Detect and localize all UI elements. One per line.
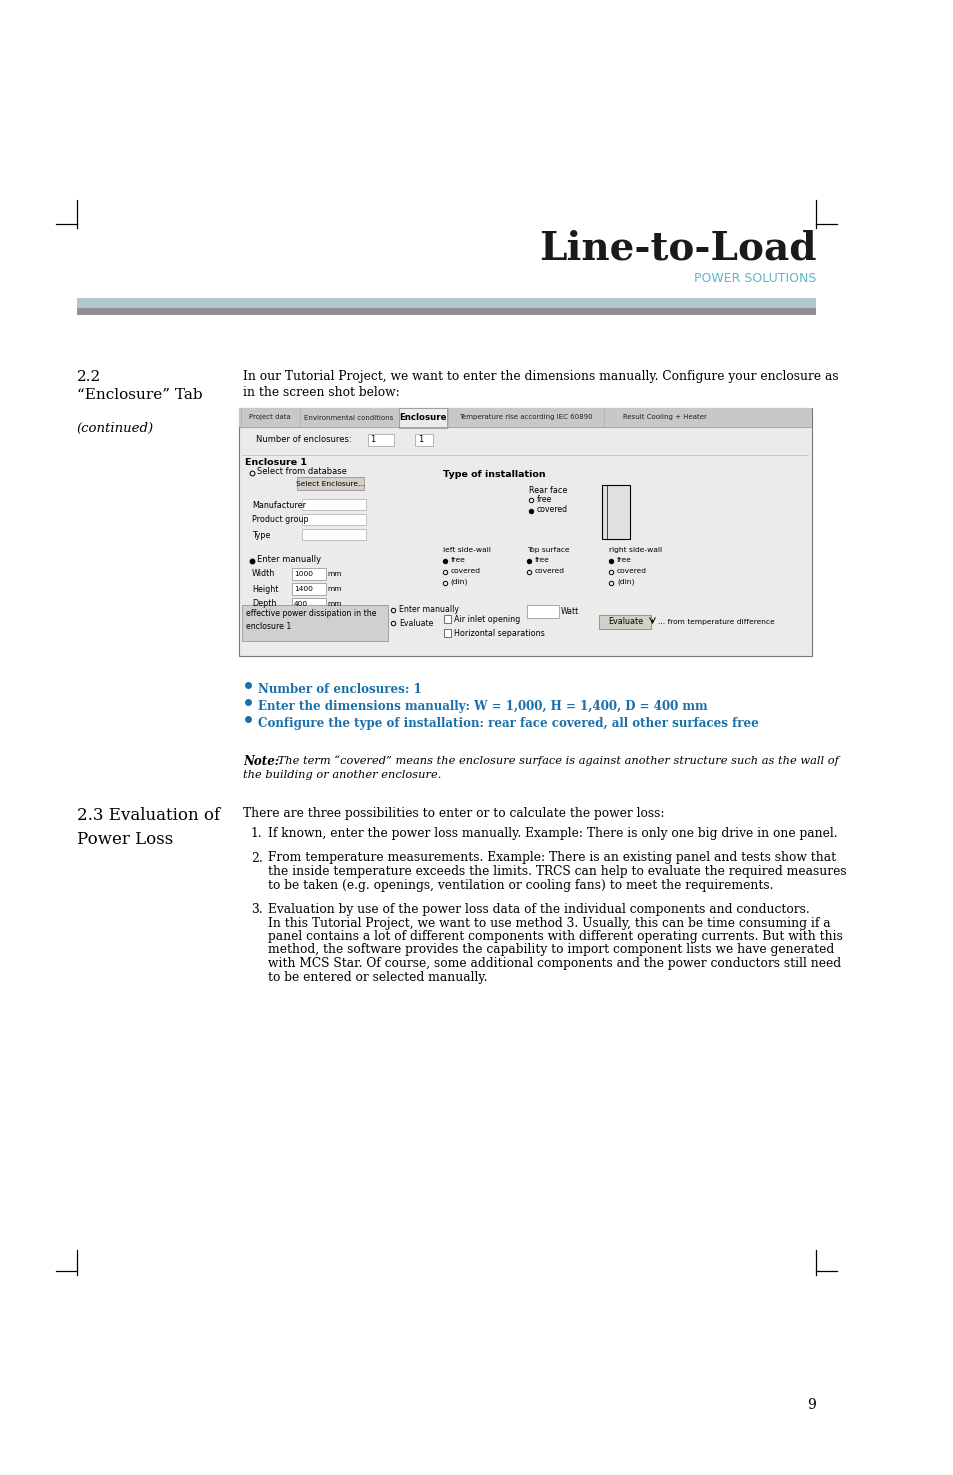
Text: left side-wall: left side-wall (442, 547, 490, 553)
Text: free: free (534, 558, 549, 563)
Text: Number of enclosures: 1: Number of enclosures: 1 (258, 683, 421, 696)
Text: Depth: Depth (252, 599, 276, 609)
Text: the building or another enclosure.: the building or another enclosure. (243, 770, 441, 780)
Text: Line-to-Load: Line-to-Load (538, 230, 816, 268)
Text: Note:: Note: (243, 755, 279, 768)
Text: Enter manually: Enter manually (257, 556, 321, 565)
Text: In this Tutorial Project, we want to use method 3. Usually, this can be time con: In this Tutorial Project, we want to use… (268, 916, 829, 929)
Text: 2.2: 2.2 (76, 370, 101, 384)
Text: in the screen shot below:: in the screen shot below: (243, 386, 399, 400)
Bar (443, 628, 451, 637)
Text: Project data: Project data (249, 414, 290, 420)
Text: 3.: 3. (251, 903, 262, 916)
Text: Evaluate: Evaluate (398, 618, 433, 627)
Text: Enter manually: Enter manually (398, 606, 458, 615)
Text: “Enclosure” Tab: “Enclosure” Tab (76, 388, 202, 403)
Text: right side-wall: right side-wall (609, 547, 661, 553)
Bar (415, 434, 433, 445)
Text: method, the software provides the capability to import component lists we have g: method, the software provides the capabi… (268, 944, 833, 956)
Text: Configure the type of installation: rear face covered, all other surfaces free: Configure the type of installation: rear… (258, 717, 759, 730)
Bar (368, 434, 394, 445)
Text: (continued): (continued) (76, 422, 153, 435)
Text: Enclosure: Enclosure (399, 413, 446, 422)
Text: Evaluate: Evaluate (607, 618, 642, 627)
Text: with MCS Star. Of course, some additional components and the power conductors st: with MCS Star. Of course, some additiona… (268, 957, 840, 971)
Bar (601, 485, 629, 538)
Text: The term “covered” means the enclosure surface is against another structure such: The term “covered” means the enclosure s… (274, 755, 839, 766)
Text: Enclosure 1: Enclosure 1 (245, 459, 307, 468)
Text: 1.: 1. (251, 827, 262, 839)
Text: In our Tutorial Project, we want to enter the dimensions manually. Configure you: In our Tutorial Project, we want to ente… (243, 370, 838, 384)
Text: covered: covered (534, 568, 564, 574)
Bar (598, 615, 650, 628)
Text: Air inlet opening: Air inlet opening (454, 615, 519, 624)
Text: Rear face: Rear face (528, 485, 567, 496)
Bar (76, 308, 816, 316)
Bar (242, 605, 387, 642)
Bar (302, 530, 366, 540)
Text: free: free (536, 494, 551, 503)
Bar (398, 409, 447, 428)
Text: ... from temperature difference: ... from temperature difference (658, 620, 774, 625)
Text: free: free (450, 558, 465, 563)
Text: to be taken (e.g. openings, ventilation or cooling fans) to meet the requirement: to be taken (e.g. openings, ventilation … (268, 879, 773, 891)
Text: effective power dissipation in the: effective power dissipation in the (246, 609, 376, 618)
Text: Select Enclosure...: Select Enclosure... (295, 481, 365, 487)
Bar (238, 409, 811, 656)
Text: Evaluation by use of the power loss data of the individual components and conduc: Evaluation by use of the power loss data… (268, 903, 809, 916)
Text: 1400: 1400 (294, 586, 313, 591)
Text: to be entered or selected manually.: to be entered or selected manually. (268, 971, 487, 984)
Text: Product group: Product group (252, 515, 308, 525)
Bar (443, 615, 451, 622)
Bar (292, 597, 325, 611)
Text: 9: 9 (807, 1398, 816, 1412)
Text: Width: Width (252, 569, 274, 578)
Text: panel contains a lot of different components with different operating currents. : panel contains a lot of different compon… (268, 931, 841, 943)
Text: enclosure 1: enclosure 1 (246, 622, 292, 631)
Text: If known, enter the power loss manually. Example: There is only one big drive in: If known, enter the power loss manually.… (268, 827, 837, 839)
Bar (302, 513, 366, 525)
Text: mm: mm (327, 586, 342, 591)
Text: the inside temperature exceeds the limits. TRCS can help to evaluate the require: the inside temperature exceeds the limit… (268, 864, 845, 878)
Text: (din): (din) (450, 578, 467, 586)
Text: 2.: 2. (251, 851, 262, 864)
Text: free: free (617, 558, 631, 563)
Text: Type: Type (252, 531, 270, 540)
Text: Result Cooling + Heater: Result Cooling + Heater (622, 414, 706, 420)
Text: covered: covered (450, 568, 479, 574)
Bar (296, 476, 364, 490)
Bar (526, 605, 558, 618)
Text: Number of enclosures:: Number of enclosures: (255, 435, 351, 444)
Text: covered: covered (536, 506, 567, 515)
Text: Watt: Watt (560, 606, 578, 615)
Text: Enter the dimensions manually: W = 1,000, H = 1,400, D = 400 mm: Enter the dimensions manually: W = 1,000… (258, 701, 707, 712)
Text: 1: 1 (370, 435, 375, 444)
Text: (din): (din) (617, 578, 634, 586)
Bar (76, 298, 816, 308)
Text: Environmental conditions: Environmental conditions (304, 414, 393, 420)
Text: There are three possibilities to enter or to calculate the power loss:: There are three possibilities to enter o… (243, 807, 664, 820)
Text: POWER SOLUTIONS: POWER SOLUTIONS (693, 271, 816, 285)
Text: Select from database: Select from database (257, 468, 347, 476)
Text: covered: covered (617, 568, 646, 574)
Bar (292, 568, 325, 580)
Text: 400: 400 (294, 600, 308, 608)
Text: Type of installation: Type of installation (442, 471, 545, 479)
Text: Power Loss: Power Loss (76, 830, 172, 848)
Text: 2.3 Evaluation of: 2.3 Evaluation of (76, 807, 219, 825)
Text: mm: mm (327, 600, 342, 608)
Bar (292, 583, 325, 594)
Bar (238, 409, 811, 426)
Text: From temperature measurements. Example: There is an existing panel and tests sho: From temperature measurements. Example: … (268, 851, 835, 864)
Text: Temperature rise according IEC 60890: Temperature rise according IEC 60890 (458, 414, 592, 420)
Text: Manufacturer: Manufacturer (252, 500, 306, 509)
Text: Top surface: Top surface (526, 547, 569, 553)
Text: 1: 1 (417, 435, 422, 444)
Text: 1000: 1000 (294, 571, 313, 577)
Text: Horizontal separations: Horizontal separations (454, 628, 544, 637)
Text: Height: Height (252, 584, 278, 593)
Bar (302, 499, 366, 510)
Text: mm: mm (327, 571, 342, 577)
